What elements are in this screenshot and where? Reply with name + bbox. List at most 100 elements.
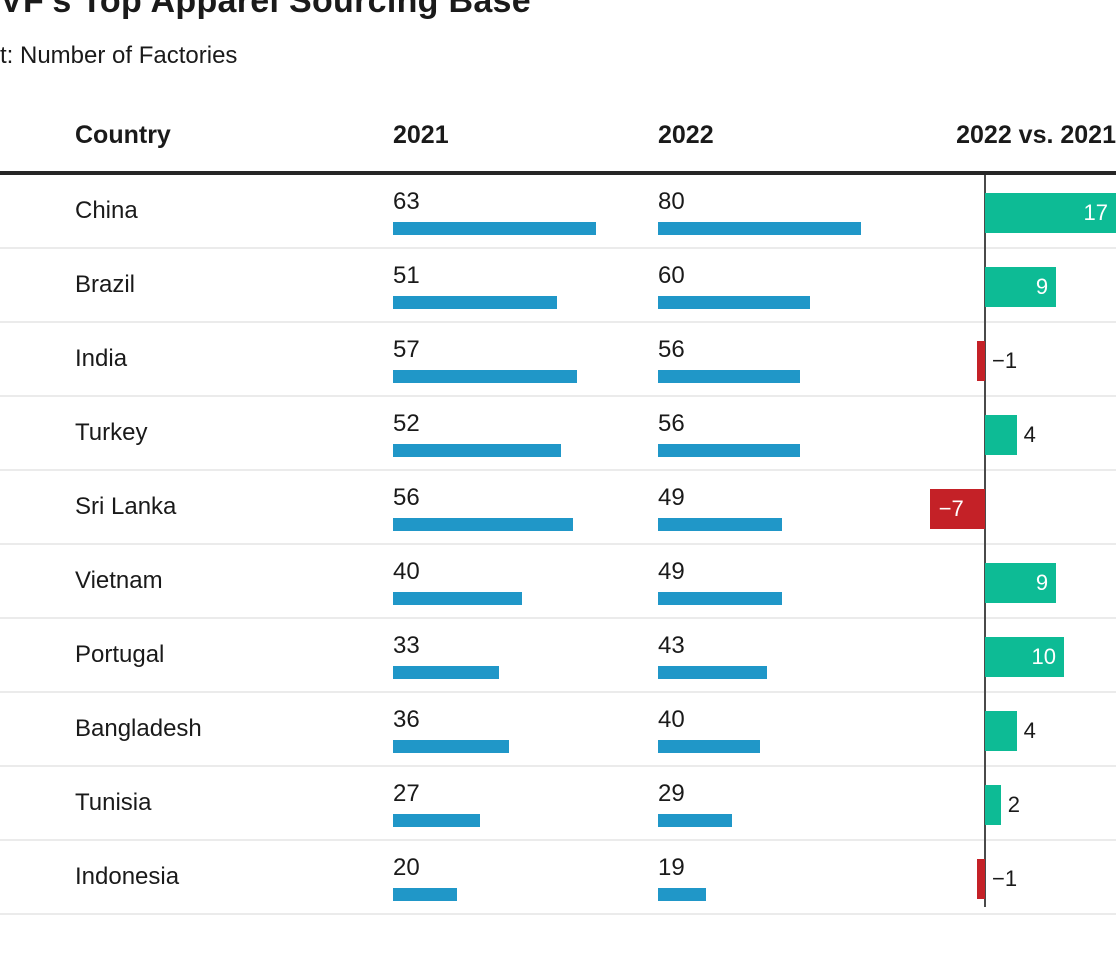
cell-2022: 40: [658, 693, 925, 765]
diff-zero-axis-line: [984, 175, 986, 907]
country-label: Tunisia: [75, 789, 152, 816]
diff-value-label: −1: [992, 348, 1018, 373]
table-row: Turkey 52 56 4: [0, 397, 1116, 471]
value-2022: 40: [658, 706, 685, 733]
table-header-row: Country 2021 2022 2022 vs. 2021: [0, 120, 1116, 150]
value-2022: 19: [658, 854, 685, 881]
table-row: Sri Lanka 56 49 −7: [0, 471, 1116, 545]
country-label: India: [75, 345, 128, 372]
value-2022: 56: [658, 336, 685, 363]
cell-diff: 9: [925, 545, 1116, 617]
bar-2022: [658, 444, 800, 457]
diff-value-label: 2: [1007, 792, 1021, 817]
cell-2021: 52: [393, 397, 658, 469]
cell-2022: 49: [658, 471, 925, 543]
table-row: Vietnam 40 49 9: [0, 545, 1116, 619]
country-label: Brazil: [75, 271, 136, 298]
header-divider: [0, 171, 1116, 175]
cell-diff: −1: [925, 323, 1116, 395]
diff-bar: [977, 341, 985, 381]
cell-diff: 17: [925, 175, 1116, 247]
bar-2022: [658, 222, 861, 235]
bar-2021: [393, 888, 457, 901]
cell-2021: 57: [393, 323, 658, 395]
bar-2022: [658, 666, 767, 679]
table-row: Portugal 33 43 10: [0, 619, 1116, 693]
table-row: Tunisia 27 29 2: [0, 767, 1116, 841]
table-row: India 57 56 −1: [0, 323, 1116, 397]
country-label: Bangladesh: [75, 715, 202, 742]
country-label: Portugal: [75, 641, 165, 668]
diff-value-label: −7: [938, 496, 964, 521]
cell-2022: 29: [658, 767, 925, 839]
column-header-2021: 2021: [393, 121, 449, 149]
diff-bar: [985, 637, 1064, 677]
cell-2022: 56: [658, 323, 925, 395]
bar-2021: [393, 814, 480, 827]
cell-2022: 49: [658, 545, 925, 617]
diff-bar: [985, 267, 1057, 307]
value-2021: 52: [393, 410, 420, 437]
cell-2021: 20: [393, 841, 658, 913]
unit-subtitle: t: Number of Factories: [0, 42, 238, 69]
value-2022: 80: [658, 188, 685, 215]
table-row: China 63 80 17: [0, 175, 1116, 249]
bar-2021: [393, 296, 557, 309]
diff-value-label: 4: [1023, 718, 1036, 743]
value-2022: 56: [658, 410, 685, 437]
country-label: Indonesia: [75, 863, 180, 890]
bar-2022: [658, 888, 706, 901]
cell-2021: 33: [393, 619, 658, 691]
bar-2022: [658, 518, 782, 531]
cell-2021: 51: [393, 249, 658, 321]
value-2021: 27: [393, 780, 420, 807]
value-2021: 36: [393, 706, 420, 733]
column-header-2022: 2022: [658, 121, 714, 149]
bar-2021: [393, 444, 561, 457]
page-title: VF's Top Apparel Sourcing Base: [0, 0, 531, 20]
bar-2022: [658, 592, 782, 605]
value-2021: 56: [393, 484, 420, 511]
bar-2022: [658, 296, 810, 309]
value-2022: 43: [658, 632, 685, 659]
diff-bar: [985, 711, 1017, 751]
cell-2022: 43: [658, 619, 925, 691]
bar-2021: [393, 592, 522, 605]
country-label: Turkey: [75, 419, 148, 446]
diff-value-label: 9: [1035, 570, 1049, 595]
diff-value-label: 17: [1083, 200, 1108, 225]
country-label: Sri Lanka: [75, 493, 177, 520]
bar-2022: [658, 740, 760, 753]
value-2022: 49: [658, 558, 685, 585]
diff-value-label: −1: [992, 866, 1018, 891]
value-2021: 57: [393, 336, 420, 363]
column-header-country: Country: [75, 121, 171, 149]
diff-value-label: 10: [1031, 644, 1056, 669]
value-2021: 40: [393, 558, 420, 585]
value-2022: 49: [658, 484, 685, 511]
bar-2021: [393, 740, 509, 753]
cell-2021: 27: [393, 767, 658, 839]
cell-diff: 10: [925, 619, 1116, 691]
diff-bar: [985, 785, 1001, 825]
bar-2021: [393, 370, 577, 383]
cell-2021: 56: [393, 471, 658, 543]
diff-bar: [985, 415, 1017, 455]
diff-value-label: 9: [1035, 274, 1049, 299]
value-2022: 60: [658, 262, 685, 289]
table-row: Indonesia 20 19 −1: [0, 841, 1116, 915]
cell-2021: 63: [393, 175, 658, 247]
cell-diff: 4: [925, 397, 1116, 469]
diff-bar: [985, 563, 1057, 603]
diff-value-label: 4: [1023, 422, 1036, 447]
value-2021: 63: [393, 188, 420, 215]
diff-bar: [929, 489, 985, 529]
cell-diff: −1: [925, 841, 1116, 913]
table-body: China 63 80 17 Brazil 51 60 9 India: [0, 175, 1116, 915]
bar-2021: [393, 666, 499, 679]
bar-2022: [658, 814, 732, 827]
cell-2021: 36: [393, 693, 658, 765]
bar-2022: [658, 370, 800, 383]
diff-bar: [977, 859, 985, 899]
